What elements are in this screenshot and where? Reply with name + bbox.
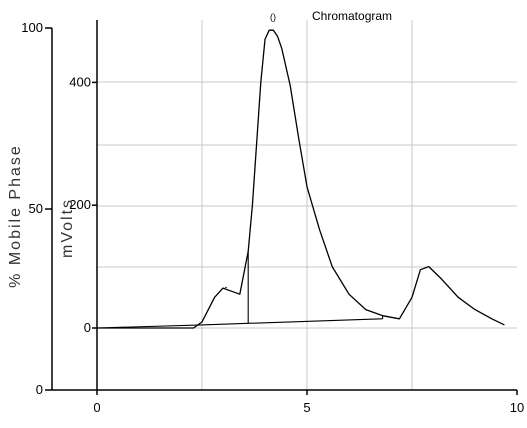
inner-axis-title: mVolts: [59, 198, 76, 258]
left-axis-tick-2: 100: [21, 20, 43, 35]
inner-axis-tick-0: 0: [84, 320, 91, 335]
inner-axis-tick-1: 200: [69, 197, 91, 212]
peak-markers: [247, 251, 384, 324]
grid-lines: [97, 20, 517, 390]
x-axis-tick-1: 5: [303, 400, 310, 415]
left-axis-title: % Mobile Phase: [7, 144, 24, 288]
peak-label-2: (): [270, 12, 276, 22]
chart-title: Chromatogram: [312, 9, 392, 23]
series-line-baseline: [96, 318, 383, 329]
peak-label-1: -: [225, 282, 228, 292]
x-axis-tick-2: 10: [510, 400, 524, 415]
left-axis-tick-1: 50: [29, 201, 43, 216]
series-line-signal: [97, 29, 505, 329]
tick-labels: 0 50 100 0 200 400 0 5 10: [21, 20, 524, 415]
series-lines: [96, 29, 505, 329]
x-axis-tick-0: 0: [93, 400, 100, 415]
axes: [51, 20, 517, 391]
left-axis-tick-0: 0: [36, 382, 43, 397]
inner-axis-tick-2: 400: [69, 74, 91, 89]
